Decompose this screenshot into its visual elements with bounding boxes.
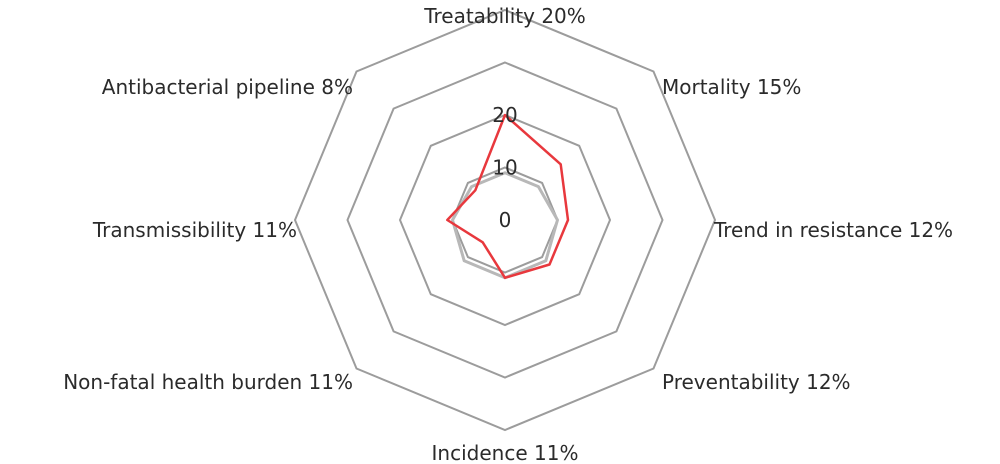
- grid-ring-20: [398, 113, 612, 327]
- series-group: [446, 113, 570, 280]
- axis-label-1: Treatability 20%: [423, 4, 586, 28]
- axis-label-8: Antibacterial pipeline 8%: [102, 75, 353, 99]
- series-line-1: [446, 113, 570, 280]
- tick-label-0: 0: [499, 208, 512, 232]
- axis-label-3: Trend in resistance 12%: [713, 218, 953, 242]
- tick-label-20: 20: [492, 103, 517, 127]
- axis-label-5: Incidence 11%: [432, 441, 579, 464]
- grid-ring-40: [293, 8, 717, 432]
- axis-label-2: Mortality 15%: [662, 75, 801, 99]
- tick-label-10: 10: [492, 156, 517, 180]
- grid-rings: [293, 8, 717, 432]
- grid-ring-10: [451, 166, 559, 274]
- axis-label-7: Transmissibility 11%: [92, 218, 297, 242]
- axis-label-4: Preventability 12%: [662, 370, 851, 394]
- grid-ring-30: [346, 61, 664, 379]
- axis-labels: Treatability 20% Mortality 15% Trend in re…: [63, 4, 953, 464]
- tick-labels: 0 10 20: [492, 103, 517, 232]
- axis-label-6: Non-fatal health burden 11%: [63, 370, 353, 394]
